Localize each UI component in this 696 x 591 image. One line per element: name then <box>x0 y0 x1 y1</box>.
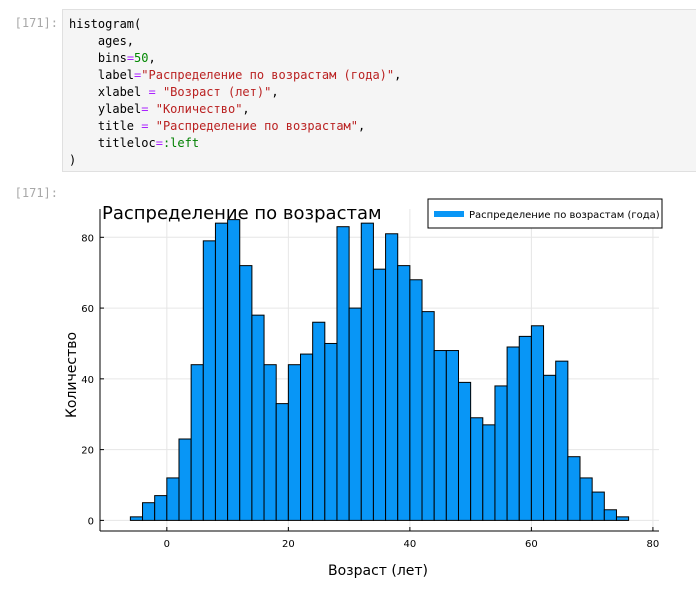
histogram-bar <box>300 353 314 521</box>
code-op: = <box>134 68 142 82</box>
histogram-bar <box>239 265 253 521</box>
code-cell[interactable]: histogram( ages, bins=50, label="Распред… <box>62 9 696 172</box>
histogram-bar <box>397 265 411 521</box>
histogram-bar <box>190 364 204 521</box>
code-close-paren: ) <box>69 153 77 167</box>
x-tick-label: 80 <box>647 539 660 550</box>
code-kw-bins: bins <box>97 51 127 65</box>
histogram-chart: 0 20 40 60 80 0 20 40 60 80 Распределение по возр… <box>64 198 663 579</box>
code-kw-label: label <box>97 68 135 82</box>
histogram-bar <box>615 516 630 521</box>
code-kw-titleloc: titleloc <box>97 136 156 150</box>
code-kw-ylabel: ylabel <box>97 102 142 116</box>
input-prompt: [171]: <box>14 16 58 30</box>
histogram-bar <box>385 233 399 521</box>
histogram-bar <box>227 219 241 521</box>
histogram-bar <box>324 342 338 521</box>
chart-title: Распределение по возрастам <box>102 203 382 224</box>
histogram-bar <box>591 491 605 521</box>
code-kw-title: title <box>97 119 135 133</box>
histogram-bar <box>567 456 581 521</box>
code-val-title: "Распределение по возрастам" <box>155 119 359 133</box>
histogram-bar <box>530 325 545 521</box>
legend-label: Распределение по возрастам (года) <box>469 210 660 221</box>
code-kw-xlabel: xlabel <box>97 85 142 99</box>
histogram-bar <box>433 350 447 521</box>
histogram-bar <box>506 346 520 521</box>
output-prompt: [171]: <box>14 186 58 200</box>
code-val-label: "Распределение по возрастам (года)" <box>141 68 395 82</box>
x-tick-label: 20 <box>282 539 295 550</box>
histogram-bar <box>445 350 459 521</box>
histogram-bar <box>494 385 508 521</box>
histogram-bar <box>360 222 374 521</box>
axes <box>99 209 659 532</box>
histogram-bar <box>214 222 229 521</box>
histogram-bar <box>202 240 216 521</box>
code-op: = <box>155 136 163 150</box>
histogram-bar <box>482 424 496 521</box>
histogram-bar <box>287 364 302 521</box>
code-val-titleloc: :left <box>162 136 200 150</box>
code-comma: , <box>271 85 279 99</box>
histogram-bar <box>275 403 289 521</box>
tick-labels: 0 20 40 60 80 0 20 40 60 80 <box>81 233 659 550</box>
code-val-bins: 50 <box>134 51 149 65</box>
y-tick-label: 0 <box>88 516 94 527</box>
histogram-bar <box>129 516 144 521</box>
legend: Распределение по возрастам (года) <box>427 198 663 229</box>
histogram-bar <box>251 314 265 521</box>
x-tick-label: 40 <box>404 539 417 550</box>
legend-swatch <box>434 211 464 217</box>
histogram-bar <box>263 364 277 521</box>
code-comma: , <box>148 51 156 65</box>
code-val-xlabel: "Возраст (лет)" <box>162 85 272 99</box>
code-op: = <box>141 85 163 99</box>
histogram-bar <box>555 360 569 521</box>
x-tick-label: 0 <box>164 539 170 550</box>
code-comma: , <box>394 68 402 82</box>
code-comma: , <box>242 102 250 116</box>
histogram-bar <box>372 268 387 521</box>
code-op: = <box>141 102 156 116</box>
code-op: = <box>134 119 156 133</box>
y-tick-label: 20 <box>81 446 94 457</box>
histogram-bar <box>178 438 192 521</box>
histogram-bar <box>518 335 532 521</box>
y-axis-label: Количество <box>64 332 80 418</box>
histogram-bar <box>421 311 435 521</box>
histogram-bar <box>348 307 362 521</box>
histogram-bars <box>129 219 630 521</box>
x-tick-label: 60 <box>525 539 538 550</box>
histogram-bar <box>543 374 557 521</box>
histogram-bar <box>166 477 180 521</box>
histogram-bar <box>336 226 350 521</box>
histogram-bar <box>312 321 326 521</box>
y-tick-label: 40 <box>81 375 94 386</box>
histogram-bar <box>154 495 168 521</box>
code-arg-ages: ages, <box>97 34 135 48</box>
histogram-bar <box>603 509 617 521</box>
histogram-bar <box>457 381 472 521</box>
code-func: histogram <box>69 17 135 31</box>
histogram-bar <box>409 279 423 521</box>
histogram-bar <box>142 502 156 521</box>
code-comma: , <box>358 119 366 133</box>
code-editor[interactable]: histogram( ages, bins=50, label="Распред… <box>63 10 696 169</box>
y-tick-label: 60 <box>81 304 94 315</box>
x-axis-label: Возраст (лет) <box>328 563 428 579</box>
code-val-ylabel: "Количество" <box>155 102 243 116</box>
histogram-bar <box>470 417 484 521</box>
histogram-bar <box>579 477 593 521</box>
code-open-paren: ( <box>134 17 142 31</box>
y-tick-label: 80 <box>81 233 94 244</box>
code-op: = <box>126 51 135 65</box>
legend-box <box>427 198 663 229</box>
